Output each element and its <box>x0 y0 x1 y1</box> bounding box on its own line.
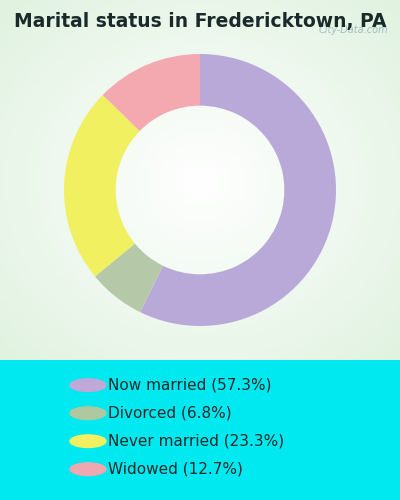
Circle shape <box>70 463 106 475</box>
Circle shape <box>70 379 106 392</box>
Circle shape <box>70 407 106 420</box>
Wedge shape <box>103 54 200 131</box>
Text: Now married (57.3%): Now married (57.3%) <box>108 378 272 392</box>
Wedge shape <box>95 244 163 312</box>
Text: Divorced (6.8%): Divorced (6.8%) <box>108 406 232 420</box>
Wedge shape <box>64 95 140 276</box>
Text: Widowed (12.7%): Widowed (12.7%) <box>108 462 243 476</box>
Text: City-Data.com: City-Data.com <box>318 25 388 35</box>
Wedge shape <box>140 54 336 326</box>
Text: Marital status in Fredericktown, PA: Marital status in Fredericktown, PA <box>14 12 386 32</box>
Text: Never married (23.3%): Never married (23.3%) <box>108 434 284 448</box>
Circle shape <box>70 435 106 448</box>
